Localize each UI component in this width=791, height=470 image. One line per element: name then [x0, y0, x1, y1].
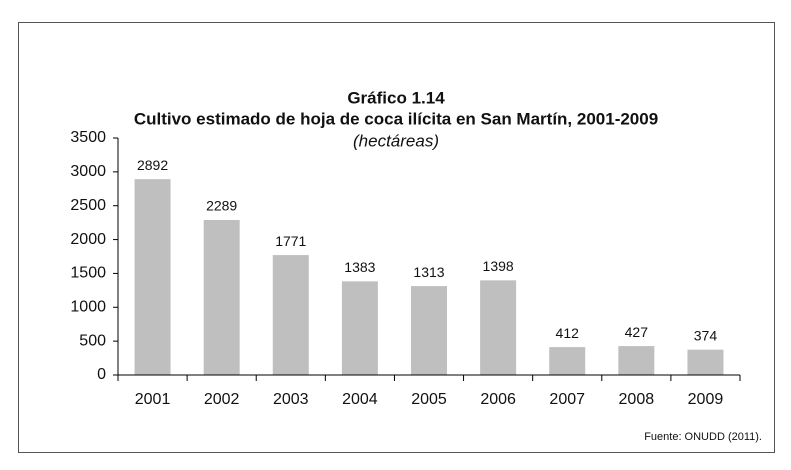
x-tick-label: 2007	[549, 391, 585, 408]
bar	[549, 347, 586, 375]
x-tick-label: 2008	[619, 391, 655, 408]
bar	[687, 349, 724, 375]
x-tick-label: 2009	[688, 391, 724, 408]
y-tick-label: 2000	[70, 231, 106, 248]
x-tick-label: 2006	[480, 391, 516, 408]
value-label: 1383	[344, 259, 375, 275]
chart-title: Cultivo estimado de hoja de coca ilícita…	[134, 109, 658, 128]
value-label: 1398	[483, 258, 514, 274]
y-tick-label: 3000	[70, 163, 106, 180]
x-tick-label: 2005	[411, 391, 447, 408]
x-tick-label: 2003	[273, 391, 309, 408]
y-tick-label: 500	[79, 332, 106, 349]
x-tick-label: 2004	[342, 391, 378, 408]
bar	[480, 280, 517, 375]
bar	[618, 346, 655, 375]
bar	[203, 220, 240, 375]
value-label: 1313	[413, 264, 444, 280]
bar	[411, 286, 447, 375]
y-tick-label: 0	[97, 366, 106, 383]
value-label: 2289	[206, 198, 237, 214]
value-label: 1771	[275, 233, 306, 249]
value-label: 427	[625, 324, 649, 340]
bar	[341, 281, 378, 375]
frame	[18, 22, 775, 453]
chart-subtitle: (hectáreas)	[353, 131, 439, 150]
y-tick-label: 2500	[70, 197, 106, 214]
value-label: 2892	[137, 157, 168, 173]
bar	[272, 255, 309, 375]
y-tick-label: 3500	[70, 129, 106, 146]
y-tick-label: 1500	[70, 265, 106, 282]
y-tick-label: 1000	[70, 299, 106, 316]
x-tick-label: 2002	[204, 391, 240, 408]
value-label: 374	[694, 327, 718, 343]
chart-heading: Gráfico 1.14	[347, 88, 445, 107]
source: Fuente: ONUDD (2011).	[644, 431, 762, 443]
value-label: 412	[556, 325, 580, 341]
bar	[134, 179, 171, 375]
x-tick-label: 2001	[135, 391, 171, 408]
